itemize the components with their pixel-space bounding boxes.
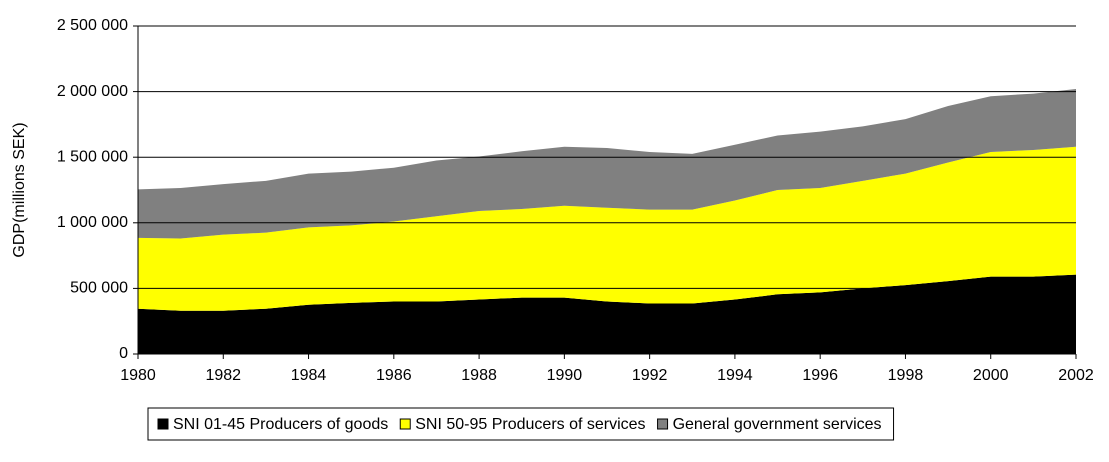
y-tick-label: 0 [119,345,128,362]
area [138,88,1076,239]
x-tick-label: 1996 [802,367,838,384]
y-axis-label: GDP(millions SEK) [11,122,28,257]
x-tick-label: 1998 [888,367,924,384]
legend-label: SNI 50-95 Producers of services [415,416,645,433]
x-tick-label: 1994 [717,367,753,384]
legend-box [147,407,895,441]
y-tick-label: 1 500 000 [57,148,128,165]
x-tick-label: 1984 [291,367,327,384]
y-tick-label: 500 000 [70,280,128,297]
x-tick-label: 1982 [205,367,241,384]
legend-label: SNI 01-45 Producers of goods [173,416,388,433]
x-tick-label: 2000 [973,367,1009,384]
area [138,146,1076,311]
y-tick-label: 2 500 000 [57,17,128,34]
x-tick-label: 1990 [547,367,583,384]
x-tick-label: 1986 [376,367,412,384]
legend-swatch [657,418,669,430]
x-tick-label: 1988 [461,367,497,384]
x-tick-label: 1992 [632,367,668,384]
y-tick-label: 1 000 000 [57,214,128,231]
legend-swatch [399,418,411,430]
area [138,274,1076,354]
y-tick-label: 2 000 000 [57,83,128,100]
x-tick-label: 2002 [1058,367,1094,384]
legend-swatch [157,418,169,430]
legend-label: General government services [673,416,882,433]
x-tick-label: 1980 [120,367,156,384]
